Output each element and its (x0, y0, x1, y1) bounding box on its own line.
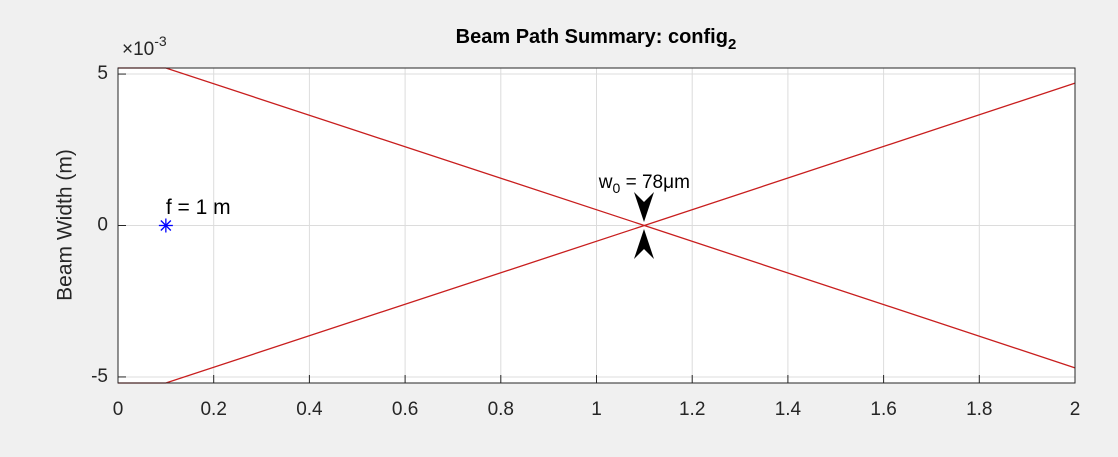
y-multiplier-base: ×10 (122, 39, 154, 60)
x-tick-label: 0.6 (392, 399, 418, 420)
waist-label-main: w (598, 172, 613, 193)
lens-label: f = 1 m (166, 196, 231, 219)
waist-label-rest: = 78μm (620, 172, 690, 193)
x-tick-label: 1.4 (775, 399, 802, 420)
title-subscript: 2 (728, 36, 736, 53)
y-tick-label: 5 (97, 63, 108, 84)
waist-arrow-bottom (634, 229, 654, 259)
y-axis-label: Beam Width (m) (54, 149, 77, 301)
y-tick-label: -5 (91, 366, 108, 387)
y-tick-label: 0 (97, 215, 108, 236)
chart-title: Beam Path Summary: config2 (456, 26, 737, 53)
waist-label: w0 = 78μm (598, 172, 690, 196)
lens-marker (158, 218, 173, 233)
waist-arrow-top (634, 192, 654, 222)
title-text: Beam Path Summary: config (456, 26, 728, 48)
x-tick-label: 1.8 (966, 399, 992, 420)
y-multiplier: ×10-3 (122, 33, 167, 60)
x-tick-label: 0.8 (488, 399, 514, 420)
x-tick-label: 0 (113, 399, 124, 420)
x-tick-label: 0.2 (200, 399, 226, 420)
x-tick-label: 1.2 (679, 399, 705, 420)
lens-marker-stroke (160, 220, 172, 231)
x-tick-label: 1.6 (870, 399, 896, 420)
y-multiplier-exponent: -3 (154, 33, 167, 49)
x-tick-label: 2 (1070, 399, 1081, 420)
waist-label-sub: 0 (613, 180, 621, 196)
x-tick-label: 0.4 (296, 399, 323, 420)
x-tick-label: 1 (591, 399, 602, 420)
